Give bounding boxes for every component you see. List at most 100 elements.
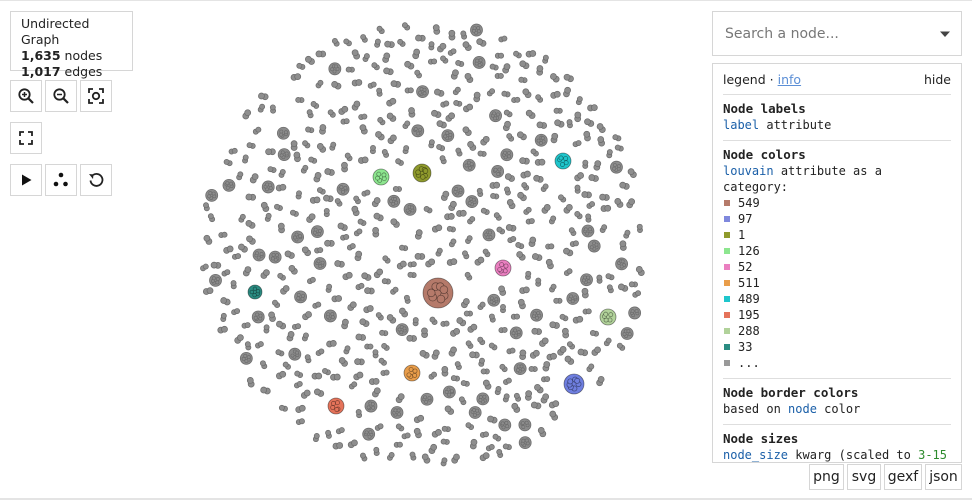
graph-node-cluster[interactable] xyxy=(301,246,312,257)
graph-node-cluster[interactable] xyxy=(355,409,363,419)
graph-node-cluster[interactable] xyxy=(536,121,548,129)
graph-node-cluster[interactable] xyxy=(286,331,295,342)
graph-node-cluster[interactable] xyxy=(564,355,575,365)
graph-node-cluster[interactable] xyxy=(506,347,516,355)
graph-node-cluster[interactable] xyxy=(372,387,381,398)
graph-node-cluster[interactable] xyxy=(479,452,490,462)
community-97-cluster[interactable] xyxy=(563,373,585,395)
graph-node-cluster[interactable] xyxy=(498,35,508,43)
graph-node-cluster[interactable] xyxy=(558,194,567,203)
graph-node-cluster[interactable] xyxy=(419,350,430,359)
chevron-down-icon[interactable] xyxy=(939,31,951,38)
graph-node-cluster[interactable] xyxy=(461,298,470,309)
graph-node-cluster[interactable] xyxy=(251,310,265,324)
graph-node-cluster[interactable] xyxy=(412,48,421,60)
graph-node-cluster[interactable] xyxy=(591,346,601,356)
graph-node-cluster[interactable] xyxy=(353,371,364,381)
graph-node-cluster[interactable] xyxy=(412,317,419,327)
graph-node-cluster[interactable] xyxy=(378,357,387,366)
graph-node-cluster[interactable] xyxy=(304,354,312,364)
graph-node-cluster[interactable] xyxy=(363,305,374,314)
graph-node-cluster[interactable] xyxy=(516,251,526,261)
graph-node-cluster[interactable] xyxy=(242,154,249,164)
graph-node-cluster[interactable] xyxy=(295,190,302,200)
graph-node-cluster[interactable] xyxy=(448,346,457,357)
graph-node-cluster[interactable] xyxy=(454,361,462,370)
graph-node-cluster[interactable] xyxy=(511,96,521,104)
graph-node-cluster[interactable] xyxy=(421,327,428,339)
graph-node-cluster[interactable] xyxy=(458,396,467,406)
graph-node-cluster[interactable] xyxy=(310,101,320,109)
graph-node-cluster[interactable] xyxy=(452,86,461,96)
graph-node-cluster[interactable] xyxy=(351,49,361,60)
graph-node-cluster[interactable] xyxy=(529,349,540,359)
graph-node-cluster[interactable] xyxy=(496,449,504,458)
graph-node-cluster[interactable] xyxy=(553,297,563,304)
graph-node-cluster[interactable] xyxy=(288,347,302,361)
graph-node-cluster[interactable] xyxy=(205,188,219,202)
graph-node-cluster[interactable] xyxy=(353,228,363,237)
graph-node-cluster[interactable] xyxy=(407,261,417,268)
graph-node-cluster[interactable] xyxy=(305,55,315,65)
graph-node-cluster[interactable] xyxy=(605,273,615,281)
graph-node-cluster[interactable] xyxy=(406,334,417,342)
graph-node-cluster[interactable] xyxy=(451,453,460,464)
graph-node-cluster[interactable] xyxy=(455,60,465,67)
graph-node-cluster[interactable] xyxy=(549,410,559,421)
graph-node-cluster[interactable] xyxy=(521,182,530,191)
graph-node-cluster[interactable] xyxy=(480,207,490,215)
graph-node-cluster[interactable] xyxy=(444,213,455,221)
graph-node-cluster[interactable] xyxy=(261,180,275,194)
graph-node-cluster[interactable] xyxy=(450,69,459,80)
graph-node-cluster[interactable] xyxy=(203,202,210,212)
graph-node-cluster[interactable] xyxy=(361,189,371,197)
graph-node-cluster[interactable] xyxy=(545,258,554,270)
graph-node-cluster[interactable] xyxy=(260,269,270,279)
graph-node-cluster[interactable] xyxy=(504,186,511,196)
graph-node-cluster[interactable] xyxy=(223,158,233,167)
graph-node-cluster[interactable] xyxy=(499,363,508,373)
graph-node-cluster[interactable] xyxy=(242,109,252,120)
graph-node-cluster[interactable] xyxy=(222,178,236,192)
graph-node-cluster[interactable] xyxy=(476,38,487,47)
graph-node-cluster[interactable] xyxy=(488,313,496,323)
graph-node-cluster[interactable] xyxy=(486,88,496,97)
graph-node-cluster[interactable] xyxy=(550,132,559,144)
graph-node-cluster[interactable] xyxy=(282,361,291,370)
graph-node-cluster[interactable] xyxy=(448,238,457,248)
graph-node-cluster[interactable] xyxy=(220,312,227,322)
graph-node-cluster[interactable] xyxy=(455,147,463,157)
graph-node-cluster[interactable] xyxy=(465,195,479,208)
graph-node-cluster[interactable] xyxy=(315,348,325,357)
graph-node-cluster[interactable] xyxy=(428,41,435,51)
graph-node-cluster[interactable] xyxy=(464,271,473,281)
graph-node-cluster[interactable] xyxy=(401,22,411,31)
graph-node-cluster[interactable] xyxy=(234,334,244,344)
graph-node-cluster[interactable] xyxy=(255,341,264,349)
graph-node-cluster[interactable] xyxy=(322,367,331,376)
graph-node-cluster[interactable] xyxy=(582,159,589,169)
graph-node-cluster[interactable] xyxy=(236,171,244,181)
graph-node-cluster[interactable] xyxy=(515,242,525,250)
graph-node-cluster[interactable] xyxy=(477,150,487,157)
graph-node-cluster[interactable] xyxy=(577,348,589,357)
graph-node-cluster[interactable] xyxy=(636,223,643,233)
graph-node-cluster[interactable] xyxy=(540,183,549,192)
graph-node-cluster[interactable] xyxy=(360,452,368,462)
community-549-cluster[interactable] xyxy=(422,277,454,309)
graph-node-cluster[interactable] xyxy=(328,62,342,76)
graph-node-cluster[interactable] xyxy=(541,204,551,214)
graph-node-cluster[interactable] xyxy=(619,240,627,251)
graph-node-cluster[interactable] xyxy=(561,327,570,339)
graph-node-cluster[interactable] xyxy=(467,216,476,225)
graph-node-cluster[interactable] xyxy=(252,248,266,262)
graph-node-cluster[interactable] xyxy=(568,227,577,236)
graph-node-cluster[interactable] xyxy=(345,66,355,73)
graph-node-cluster[interactable] xyxy=(586,363,595,373)
graph-node-cluster[interactable] xyxy=(441,129,455,143)
graph-node-cluster[interactable] xyxy=(275,370,287,380)
graph-node-cluster[interactable] xyxy=(306,213,316,223)
graph-node-cluster[interactable] xyxy=(351,79,363,87)
graph-node-cluster[interactable] xyxy=(249,173,259,184)
play-layout-button[interactable] xyxy=(10,164,42,196)
